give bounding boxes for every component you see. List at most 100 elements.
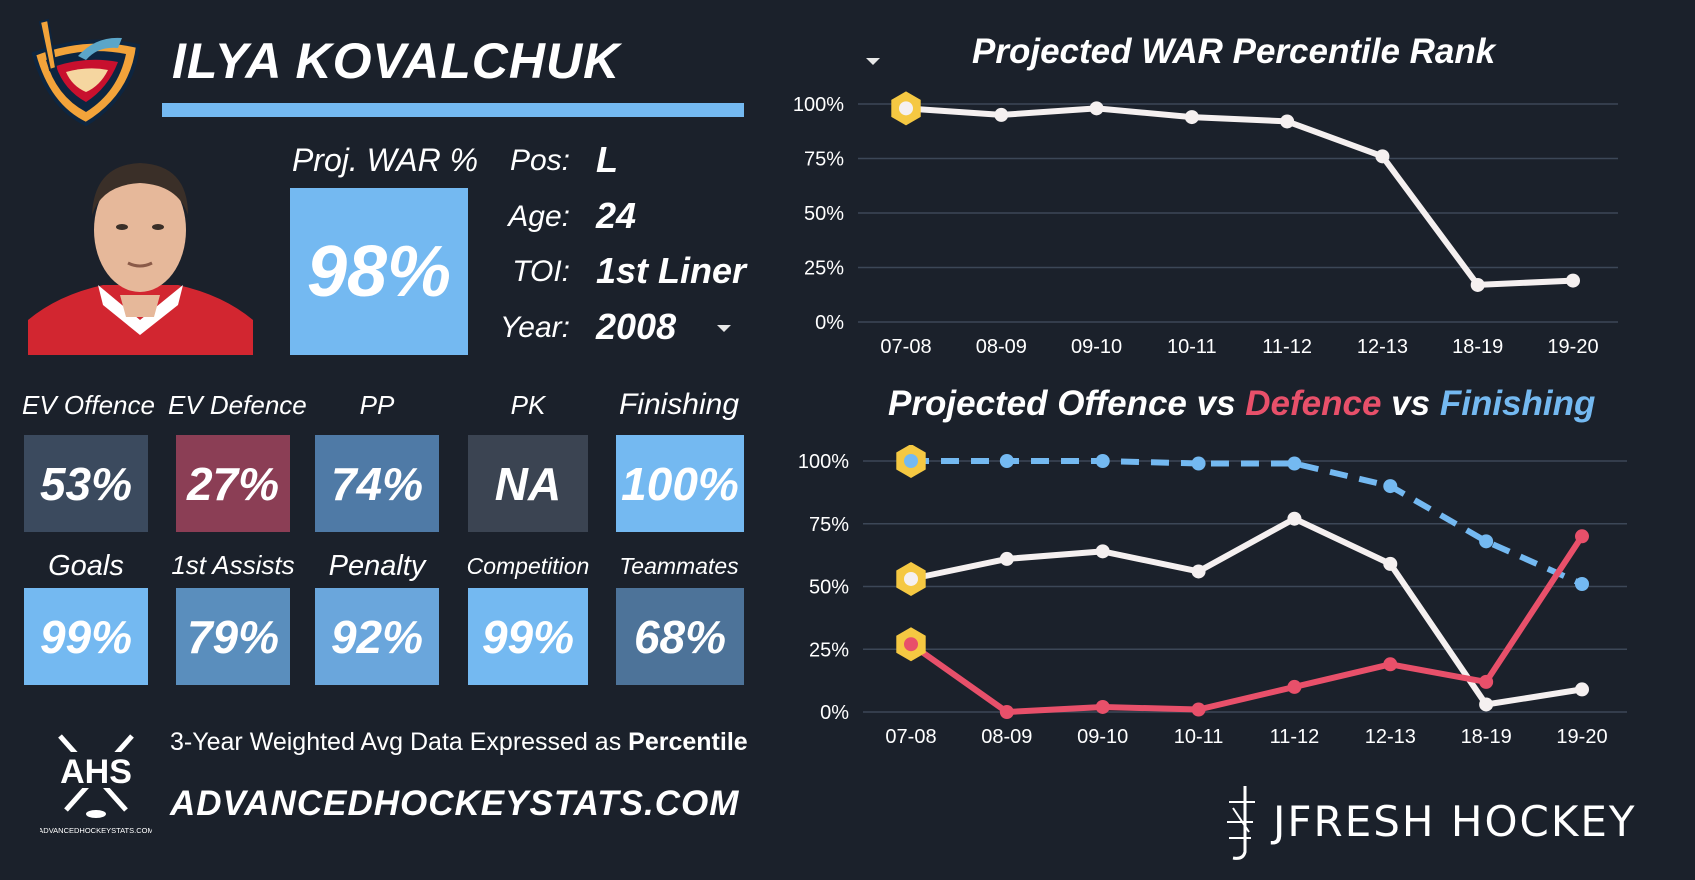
components-chart-point bbox=[1383, 479, 1398, 494]
war-chart-point bbox=[1184, 110, 1199, 125]
components-chart-point bbox=[1479, 674, 1494, 689]
competition-label: Competition bbox=[466, 553, 590, 579]
components-chart-point bbox=[904, 454, 918, 468]
footer-note-bold: Percentile bbox=[628, 728, 748, 756]
war-chart-x-tick-label: 19-20 bbox=[1547, 336, 1598, 358]
components-chart-point bbox=[1095, 699, 1110, 714]
war-chart-point bbox=[1089, 101, 1104, 116]
war-chart-point bbox=[994, 107, 1009, 122]
war-chart-point bbox=[1280, 114, 1295, 129]
ev-defence-tile: 27% bbox=[176, 435, 290, 532]
war-chart-x-tick-label: 07-08 bbox=[880, 336, 931, 358]
components-chart-x-tick-label: 08-09 bbox=[981, 726, 1032, 748]
player-name: ILYA KOVALCHUK bbox=[172, 33, 621, 89]
war-chart-x-tick-label: 18-19 bbox=[1452, 336, 1503, 358]
site-link[interactable]: ADVANCEDHOCKEYSTATS.COM bbox=[170, 784, 740, 823]
components-chart-point bbox=[904, 637, 918, 652]
components-chart-series-line-2 bbox=[909, 534, 1585, 715]
war-chart-y-tick-label: 25% bbox=[804, 258, 844, 280]
war-chart-y-tick-label: 100% bbox=[793, 94, 844, 116]
teammates-tile: 68% bbox=[616, 588, 744, 685]
ahs-logo-sub: ADVANCEDHOCKEYSTATS.COM bbox=[40, 826, 152, 835]
war-chart-point bbox=[1566, 273, 1580, 288]
war-chart-x-tick-label: 11-12 bbox=[1262, 336, 1312, 358]
pk-label: PK bbox=[510, 390, 546, 420]
ahs-logo: AHS ADVANCEDHOCKEYSTATS.COM bbox=[40, 734, 152, 835]
war-chart-series-line-0 bbox=[905, 105, 1574, 288]
chart-menu-chevron-icon[interactable] bbox=[866, 58, 880, 65]
war-chart-title: Projected WAR Percentile Rank bbox=[972, 32, 1496, 71]
finishing-tile: 100% bbox=[616, 435, 744, 532]
components-chart-point bbox=[1287, 511, 1302, 526]
finishing-label: Finishing bbox=[618, 388, 740, 421]
components-chart-x-tick-label: 10-11 bbox=[1174, 726, 1224, 748]
components-chart-x-tick-label: 09-10 bbox=[1077, 726, 1128, 748]
war-chart-x-tick-label: 10-11 bbox=[1167, 336, 1217, 358]
pp-label: PP bbox=[359, 390, 395, 420]
age-value: 24 bbox=[596, 195, 637, 236]
jfresh-brand: JFRESH HOCKEY bbox=[1273, 797, 1637, 846]
components-chart-point bbox=[1575, 576, 1589, 591]
footer-note: 3-Year Weighted Avg Data Expressed as Pe… bbox=[170, 728, 748, 757]
components-chart-series-line-0 bbox=[911, 458, 1584, 587]
footer-note-text: 3-Year Weighted Avg Data Expressed as bbox=[170, 728, 629, 756]
components-chart-x-tick-label: 11-12 bbox=[1270, 726, 1320, 748]
components-chart-point bbox=[1479, 697, 1494, 712]
components-chart-point bbox=[1383, 556, 1398, 571]
components-chart-point bbox=[1191, 702, 1206, 717]
components-chart-series-line-1 bbox=[910, 515, 1583, 708]
penalty-tile: 92% bbox=[315, 588, 439, 685]
components-chart-point bbox=[1191, 564, 1206, 579]
components-chart-x-tick-label: 12-13 bbox=[1365, 726, 1416, 748]
components-chart-y-tick-label: 50% bbox=[809, 577, 849, 599]
pp-tile: 74% bbox=[315, 435, 439, 532]
components-chart-y-tick-label: 25% bbox=[809, 639, 849, 661]
proj-war-value: 98% bbox=[290, 188, 468, 355]
ev-offence-label: EV Offence bbox=[22, 390, 155, 420]
first-assists-tile: 79% bbox=[176, 588, 290, 685]
components-chart-x-tick-label: 19-20 bbox=[1556, 726, 1607, 748]
components-title-part-defence: Defence bbox=[1245, 384, 1382, 423]
goals-label: Goals bbox=[48, 550, 124, 582]
components-chart-y-tick-label: 0% bbox=[820, 702, 849, 724]
war-percentile-chart: 0% 25% 50% 75% 100% 07-08 08-09 09-10 10-11 11-12… bbox=[793, 91, 1618, 358]
teammates-label: Teammates bbox=[619, 553, 739, 579]
war-chart-point bbox=[1470, 277, 1485, 292]
components-title-part-offence: Projected Offence vs bbox=[888, 384, 1246, 423]
player-photo bbox=[28, 163, 253, 355]
competition-tile: 99% bbox=[468, 588, 588, 685]
components-chart-point bbox=[1383, 657, 1398, 672]
components-chart-point bbox=[904, 571, 918, 586]
year-dropdown-chevron-icon[interactable] bbox=[717, 325, 731, 332]
components-chart-point bbox=[1575, 529, 1589, 544]
components-title-part-finishing: Finishing bbox=[1439, 384, 1596, 423]
ahs-logo-text: AHS bbox=[60, 753, 132, 791]
pos-label: Pos: bbox=[509, 144, 570, 177]
war-chart-x-tick-label: 08-09 bbox=[976, 336, 1027, 358]
pk-tile: NA bbox=[468, 435, 588, 532]
team-logo bbox=[31, 18, 141, 127]
components-chart-point bbox=[1095, 544, 1110, 559]
penalty-label: Penalty bbox=[328, 550, 426, 582]
components-chart-point bbox=[1479, 534, 1494, 549]
year-select[interactable]: 2008 bbox=[596, 306, 677, 347]
name-underline bbox=[162, 103, 744, 117]
war-chart-y-tick-label: 0% bbox=[815, 312, 844, 334]
components-chart-y-tick-label: 100% bbox=[798, 451, 849, 473]
toi-label: TOI: bbox=[512, 255, 570, 288]
goals-tile: 99% bbox=[24, 588, 148, 685]
components-chart-x-tick-label: 18-19 bbox=[1461, 726, 1512, 748]
components-chart-point bbox=[999, 454, 1014, 468]
components-chart-point bbox=[1287, 456, 1302, 471]
war-chart-point bbox=[899, 101, 913, 116]
war-chart-x-tick-label: 09-10 bbox=[1071, 336, 1122, 358]
components-chart-point bbox=[1095, 454, 1110, 468]
war-chart-point bbox=[1375, 149, 1390, 164]
war-chart-y-tick-label: 50% bbox=[804, 203, 844, 225]
components-chart-title: Projected Offence vs Defence vs Finishin… bbox=[888, 384, 1595, 424]
offence-defence-finishing-chart: 0% 25% 50% 75% 100% 07-08 08-09 09-10 10-11 11-12… bbox=[798, 445, 1627, 748]
components-chart-point bbox=[999, 551, 1014, 566]
year-label: Year: bbox=[499, 311, 570, 344]
components-chart-point bbox=[1575, 682, 1589, 697]
components-chart-y-tick-label: 75% bbox=[809, 514, 849, 536]
